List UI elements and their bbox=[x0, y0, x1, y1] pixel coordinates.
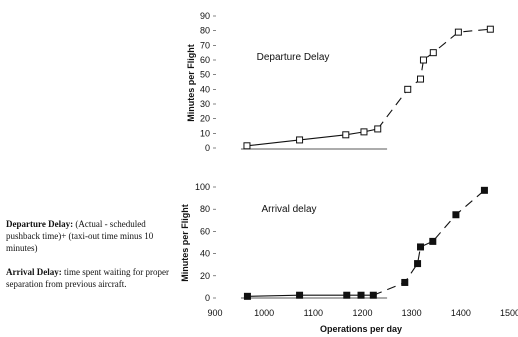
arrival-data-point bbox=[243, 292, 251, 300]
arrival-y-axis-label: Minutes per Flight bbox=[180, 204, 190, 282]
x-tick-label: 1500 bbox=[500, 308, 518, 318]
departure-data-point bbox=[342, 131, 350, 139]
arrival-data-point bbox=[417, 243, 425, 251]
arrival-delay-term: Arrival Delay: bbox=[6, 267, 62, 277]
departure-y-tick-label: 60 bbox=[200, 55, 210, 65]
departure-data-point bbox=[374, 125, 382, 133]
x-tick-label: 1400 bbox=[451, 308, 471, 318]
departure-data-point bbox=[419, 56, 427, 64]
departure-delay-title: Departure Delay bbox=[257, 52, 330, 63]
arrival-y-tick-label: 80 bbox=[200, 204, 210, 214]
departure-data-point bbox=[296, 136, 304, 144]
x-tick-label: 1100 bbox=[304, 308, 323, 318]
arrival-data-point bbox=[414, 260, 422, 268]
departure-series-line-solid bbox=[246, 128, 378, 147]
x-tick-label: 900 bbox=[207, 308, 222, 318]
arrival-delay-description: time spent waiting for proper separation… bbox=[6, 267, 169, 289]
departure-y-tick-label: 80 bbox=[200, 26, 210, 36]
departure-data-point bbox=[486, 25, 494, 33]
arrival-y-tick-label: 60 bbox=[200, 226, 210, 236]
arrival-y-tick-label: 100 bbox=[195, 182, 210, 192]
arrival-delay-panel: Minutes per Flight Arrival delay Operati… bbox=[180, 182, 518, 334]
x-tick-label: 1300 bbox=[402, 308, 422, 318]
departure-y-tick-label: 0 bbox=[205, 143, 210, 153]
arrival-data-point bbox=[357, 291, 365, 299]
arrival-data-point bbox=[296, 291, 304, 299]
departure-data-point bbox=[404, 85, 412, 93]
arrival-y-tick-label: 20 bbox=[200, 271, 210, 281]
departure-delay-definition: Departure Delay: (Actual - scheduled pus… bbox=[6, 218, 176, 254]
departure-data-point bbox=[454, 28, 462, 36]
arrival-series-line-dashed bbox=[373, 189, 485, 296]
arrival-delay-title: Arrival delay bbox=[261, 204, 316, 215]
departure-data-point bbox=[429, 49, 437, 57]
x-tick-label: 1000 bbox=[254, 308, 274, 318]
departure-y-tick-label: 10 bbox=[200, 128, 210, 138]
arrival-y-tick-label: 40 bbox=[200, 249, 210, 259]
arrival-data-point bbox=[429, 237, 437, 245]
x-axis-label: Operations per day bbox=[320, 324, 402, 334]
arrival-data-point bbox=[343, 291, 351, 299]
arrival-data-point bbox=[452, 211, 460, 219]
departure-y-tick-label: 70 bbox=[200, 40, 210, 50]
arrival-y-tick-label: 0 bbox=[205, 293, 210, 303]
arrival-data-point bbox=[480, 186, 488, 194]
departure-y-tick-label: 40 bbox=[200, 84, 210, 94]
x-tick-label: 1200 bbox=[352, 308, 372, 318]
departure-data-point bbox=[360, 128, 368, 136]
departure-data-point bbox=[417, 75, 425, 83]
departure-delay-description: (Actual - scheduled pushback time)+ (tax… bbox=[6, 219, 154, 253]
departure-data-point bbox=[243, 142, 251, 150]
arrival-data-point bbox=[401, 278, 409, 286]
arrival-delay-definition: Arrival Delay: time spent waiting for pr… bbox=[6, 266, 176, 290]
departure-delay-term: Departure Delay: bbox=[6, 219, 74, 229]
departure-series-line-dashed bbox=[377, 28, 491, 130]
arrival-series-line-solid bbox=[247, 294, 374, 297]
departure-y-tick-label: 20 bbox=[200, 114, 210, 124]
departure-y-tick-label: 90 bbox=[200, 11, 210, 21]
departure-y-tick-label: 30 bbox=[200, 99, 210, 109]
delay-definitions: Departure Delay: (Actual - scheduled pus… bbox=[6, 218, 176, 302]
departure-y-axis-label: Minutes per Flight bbox=[186, 44, 196, 122]
arrival-data-point bbox=[369, 291, 377, 299]
departure-y-tick-label: 50 bbox=[200, 70, 210, 80]
departure-delay-panel: Minutes per Flight Departure Delay 0 10 20… bbox=[186, 11, 494, 153]
